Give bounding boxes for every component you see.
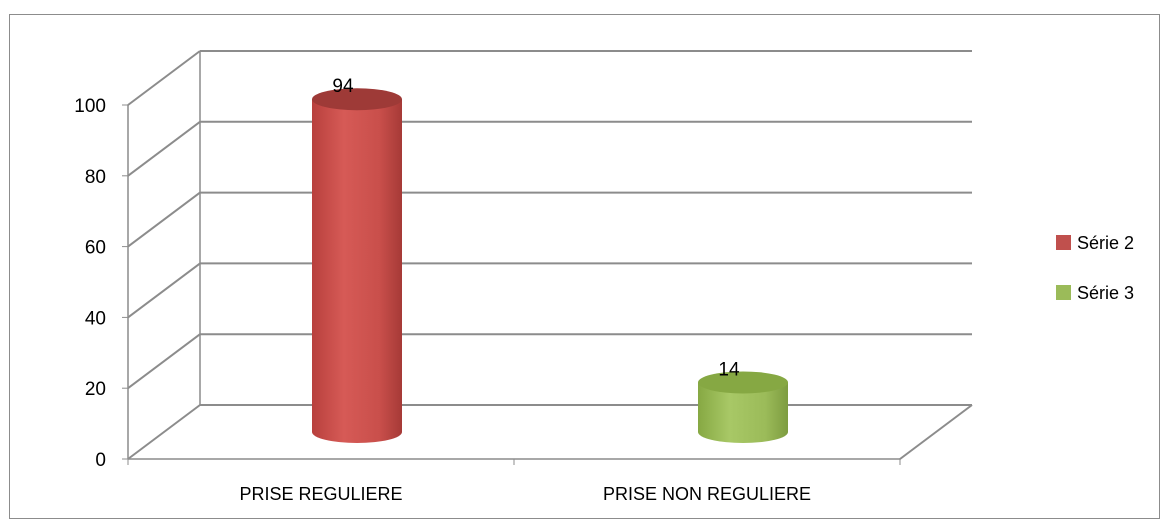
gridline-side [127,50,201,106]
floor-edge [899,404,973,460]
bars [312,88,788,444]
x-tick-label: PRISE REGULIERE [239,484,402,504]
bar [698,371,788,443]
gridline-side [127,191,201,248]
legend-swatch [1056,235,1071,250]
labels: 0 20 40 60 80 100 PRISE REGULIERE PRISE NON REG… [74,76,811,504]
legend-label: Série 2 [1077,233,1134,253]
y-tick-label: 80 [85,167,106,188]
legend-label: Série 3 [1077,283,1134,303]
data-label: 14 [718,359,740,380]
bar-body [312,99,402,444]
chart-border [9,14,1160,519]
y-tick-label: 100 [74,96,106,117]
y-tick-label: 0 [95,450,106,471]
gridline-side [127,121,201,177]
y-tick-label: 20 [85,379,106,400]
y-tick-label: 40 [85,308,106,329]
y-tick-label: 60 [85,238,106,259]
gridline-side [127,262,201,319]
gridline-side [127,333,201,390]
bar [312,88,402,444]
bar-top [698,371,788,394]
bar-body [698,382,788,443]
gridline-side [127,404,201,460]
bar-top [312,88,402,111]
legend-swatch [1056,285,1071,300]
x-tick-label: PRISE NON REGULIERE [603,484,811,504]
data-label: 94 [332,76,354,97]
legend: Série 2 Série 3 [1056,233,1134,303]
axes [122,104,901,465]
